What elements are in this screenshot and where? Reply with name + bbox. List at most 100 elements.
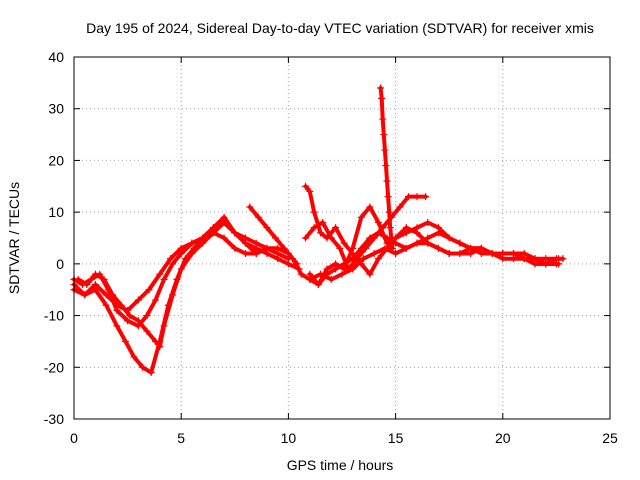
series-trace-4: [74, 218, 292, 351]
data-point-marker: [143, 312, 151, 320]
data-point-marker: [297, 270, 305, 278]
y-tick-label: 20: [48, 152, 64, 168]
data-point-marker: [381, 244, 389, 252]
x-tick-label: 25: [602, 430, 618, 446]
data-point-marker: [169, 291, 177, 299]
data-point-marker: [445, 250, 453, 258]
y-tick-label: -30: [44, 411, 64, 427]
data-point-marker: [413, 193, 421, 201]
data-point-marker: [382, 162, 390, 170]
data-point-marker: [340, 239, 348, 247]
data-point-marker: [467, 250, 475, 258]
data-point-marker: [102, 301, 110, 309]
data-point-marker: [370, 250, 378, 258]
data-point-marker: [151, 337, 159, 345]
data-point-marker: [353, 255, 361, 263]
x-tick-label: 0: [70, 430, 78, 446]
data-point-marker: [387, 234, 395, 242]
y-tick-label: -10: [44, 308, 64, 324]
data-point-marker: [156, 343, 164, 351]
data-point-marker: [392, 250, 400, 258]
data-point-marker: [314, 281, 322, 289]
data-point-marker: [231, 229, 239, 237]
data-point-marker: [160, 275, 168, 283]
data-point-marker: [220, 218, 228, 226]
data-point-marker: [542, 260, 550, 268]
data-point-marker: [134, 296, 142, 304]
data-point-marker: [242, 234, 250, 242]
data-point-marker: [134, 317, 142, 325]
data-point-marker: [359, 255, 367, 263]
x-axis-label: GPS time / hours: [287, 457, 394, 473]
data-point-marker: [380, 131, 388, 139]
data-point-marker: [510, 250, 518, 258]
data-point-marker: [456, 250, 464, 258]
data-point-marker: [246, 203, 254, 211]
data-point-marker: [336, 244, 344, 252]
y-tick-label: 30: [48, 101, 64, 117]
data-point-marker: [445, 234, 453, 242]
data-point-marker: [109, 291, 117, 299]
data-point-marker: [280, 244, 288, 252]
data-point-marker: [310, 208, 318, 216]
data-point-marker: [121, 337, 129, 345]
data-point-marker: [357, 213, 365, 221]
data-point-marker: [177, 244, 185, 252]
plot-frame: [73, 56, 611, 420]
series-trace-2: [70, 218, 303, 376]
data-point-marker: [385, 208, 393, 216]
data-point-marker: [126, 312, 134, 320]
data-point-marker: [100, 275, 108, 283]
series-trace-9: [377, 84, 396, 252]
y-tick-label: 0: [56, 256, 64, 272]
data-point-marker: [402, 244, 410, 252]
data-point-marker: [338, 270, 346, 278]
data-point-marker: [383, 239, 391, 247]
data-point-marker: [143, 327, 151, 335]
data-point-marker: [91, 281, 99, 289]
x-tick-label: 20: [495, 430, 511, 446]
data-point-marker: [559, 255, 567, 263]
data-point-marker: [456, 239, 464, 247]
data-point-marker: [113, 322, 121, 330]
data-point-marker: [327, 234, 335, 242]
data-point-marker: [139, 363, 147, 371]
data-point-marker: [332, 260, 340, 268]
data-point-marker: [302, 182, 310, 190]
data-point-marker: [555, 260, 563, 268]
y-tick-label: 40: [48, 49, 64, 65]
data-point-marker: [254, 213, 262, 221]
data-point-marker: [209, 229, 217, 237]
data-point-marker: [379, 115, 387, 123]
data-point-marker: [402, 229, 410, 237]
data-point-marker: [317, 270, 325, 278]
data-point-marker: [477, 244, 485, 252]
x-tick-label: 5: [177, 430, 185, 446]
series-line: [76, 220, 291, 349]
y-tick-label: -20: [44, 359, 64, 375]
data-point-marker: [349, 244, 357, 252]
y-tick-label: 10: [48, 204, 64, 220]
data-point-marker: [552, 255, 560, 263]
data-point-marker: [74, 275, 82, 283]
data-point-marker: [156, 270, 164, 278]
data-point-marker: [252, 250, 260, 258]
data-point-marker: [323, 265, 331, 273]
data-point-marker: [434, 244, 442, 252]
data-point-marker: [242, 250, 250, 258]
data-point-marker: [378, 94, 386, 102]
data-point-marker: [199, 239, 207, 247]
data-point-marker: [370, 234, 378, 242]
data-point-marker: [377, 84, 385, 92]
data-point-marker: [531, 260, 539, 268]
data-point-marker: [81, 291, 89, 299]
data-point-marker: [396, 203, 404, 211]
data-point-marker: [117, 301, 125, 309]
data-point-marker: [124, 317, 132, 325]
data-point-marker: [272, 234, 280, 242]
y-axis-label: SDTVAR / TECUs: [6, 182, 22, 294]
data-point-marker: [147, 368, 155, 376]
data-point-marker: [488, 250, 496, 258]
data-point-marker: [263, 244, 271, 252]
